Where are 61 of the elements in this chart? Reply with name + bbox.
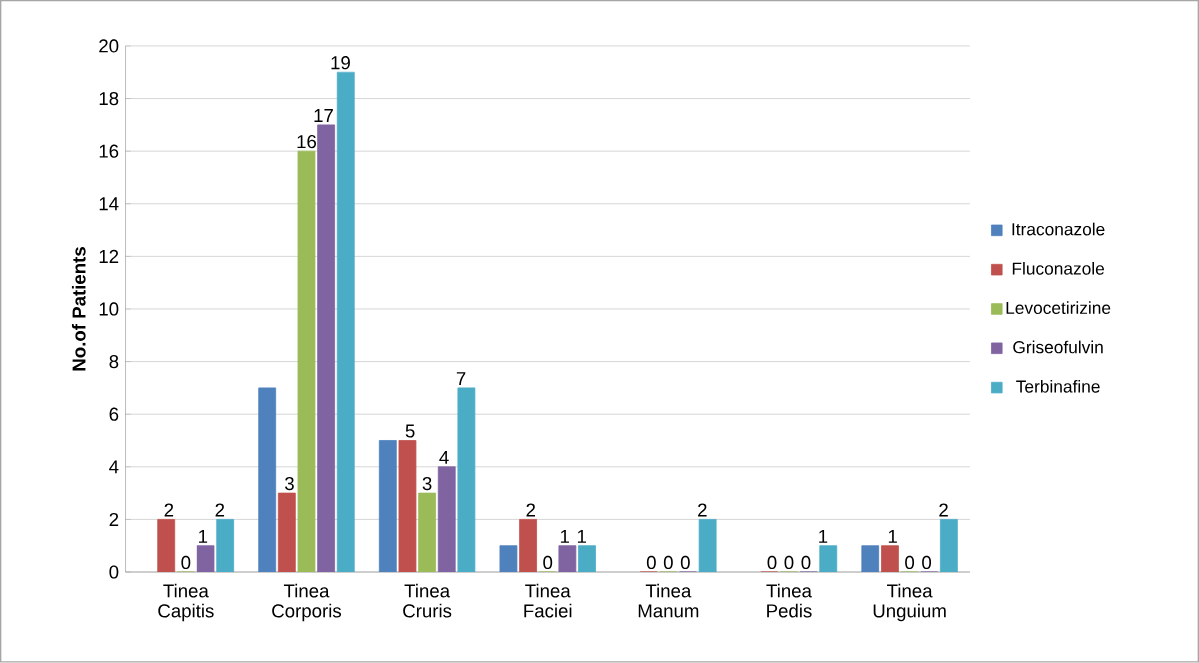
data-label: 4 bbox=[439, 451, 449, 465]
x-tick-label: Tinea Pedis bbox=[766, 584, 812, 618]
y-tick-label: 10 bbox=[99, 302, 119, 316]
x-tick-label: Tinea Capitis bbox=[158, 584, 214, 622]
y-tick-label: 12 bbox=[99, 250, 119, 264]
data-label: 0 bbox=[181, 556, 191, 570]
data-label: 3 bbox=[422, 477, 432, 491]
data-label: 7 bbox=[456, 372, 466, 386]
data-label: 0 bbox=[905, 556, 915, 570]
bar bbox=[317, 124, 336, 573]
data-label: 0 bbox=[663, 556, 673, 570]
y-tick-label: 8 bbox=[109, 355, 119, 369]
y-axis-title: No.of Patients bbox=[71, 247, 86, 371]
data-label: 0 bbox=[922, 556, 932, 570]
legend-label: Levocetirizine bbox=[1006, 301, 1111, 315]
data-label: 1 bbox=[199, 530, 208, 543]
bar bbox=[398, 440, 417, 573]
data-label: 1 bbox=[888, 530, 897, 543]
x-tick-label: Tinea Cruris bbox=[403, 584, 452, 618]
legend-label: Griseofulvin bbox=[1013, 340, 1103, 354]
y-tick-label: 2 bbox=[109, 513, 119, 527]
bar bbox=[437, 466, 456, 573]
data-label: 19 bbox=[331, 56, 350, 70]
data-label: 1 bbox=[819, 530, 828, 543]
data-label: 0 bbox=[543, 556, 553, 570]
data-label: 16 bbox=[297, 135, 317, 149]
data-label: 2 bbox=[698, 503, 707, 517]
data-label: 2 bbox=[215, 503, 225, 517]
y-tick-label: 14 bbox=[99, 197, 119, 211]
y-tick-label: 4 bbox=[109, 460, 119, 474]
data-label: 0 bbox=[767, 556, 777, 570]
bar bbox=[881, 545, 899, 573]
x-tick-label: Tinea Faciei bbox=[524, 584, 572, 618]
data-label: 2 bbox=[939, 503, 948, 517]
legend-label: Fluconazole bbox=[1012, 262, 1104, 275]
bar bbox=[277, 492, 296, 573]
legend-label: Terbinafine bbox=[1016, 380, 1100, 393]
data-label: 0 bbox=[646, 556, 656, 570]
bar bbox=[196, 545, 215, 573]
data-label: 3 bbox=[285, 477, 294, 491]
data-label: 0 bbox=[784, 556, 794, 570]
y-tick-label: 16 bbox=[99, 144, 119, 158]
data-label: 0 bbox=[801, 556, 811, 570]
x-tick-label: Tinea Unguium bbox=[873, 584, 946, 622]
bar bbox=[558, 545, 577, 573]
y-tick-label: 18 bbox=[99, 92, 119, 106]
y-tick-label: 20 bbox=[99, 39, 119, 53]
bar bbox=[519, 519, 537, 573]
x-tick-label: Tinea Corporis bbox=[272, 584, 342, 622]
data-label: 17 bbox=[314, 109, 333, 123]
data-label: 2 bbox=[526, 503, 535, 517]
bar bbox=[157, 519, 176, 573]
data-label: 0 bbox=[680, 556, 690, 570]
data-label: 1 bbox=[577, 530, 586, 543]
y-tick-label: 6 bbox=[109, 407, 119, 421]
data-label: 5 bbox=[405, 424, 415, 438]
data-label: 1 bbox=[560, 530, 569, 543]
y-tick-label: 0 bbox=[109, 565, 119, 579]
data-label: 2 bbox=[164, 503, 174, 517]
x-tick-label: Tinea Manum bbox=[638, 584, 699, 618]
legend-label: Itraconazole bbox=[1012, 222, 1105, 236]
